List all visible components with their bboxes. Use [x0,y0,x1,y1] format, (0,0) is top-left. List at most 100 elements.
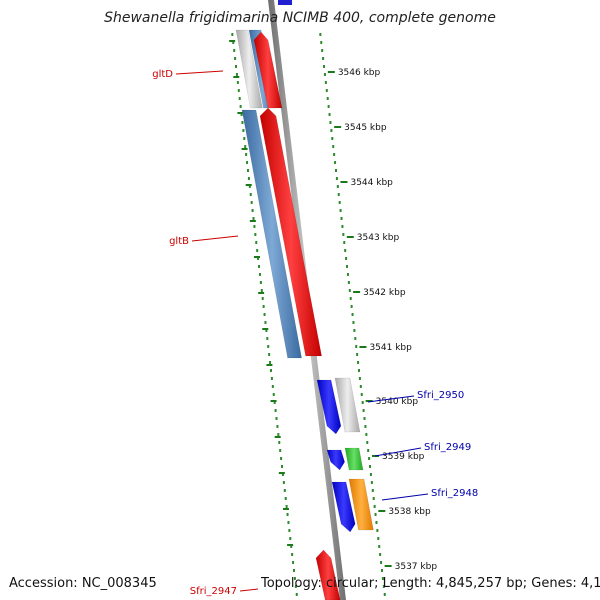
dot-mark [332,145,335,148]
gene-label-gltd[interactable]: gltD [152,69,173,80]
dot-mark [290,545,293,548]
dot-mark [344,249,347,252]
dot-mark [291,553,294,556]
dot-mark [249,193,252,196]
scale-tick [384,565,392,567]
dot-mark [242,129,245,132]
dot-mark [371,489,374,492]
dot-mark [339,209,342,212]
dot-mark [269,361,272,364]
gene-gltd-grey[interactable] [235,29,263,109]
dot-mark [370,481,373,484]
gene-red-lower[interactable] [259,107,322,357]
dot-mark [372,497,375,500]
dot-mark [338,201,341,204]
scale-tick-label: 3538 kbp [388,507,431,517]
dot-mark [336,185,339,188]
dot-mark [352,321,355,324]
dot-mark [277,433,280,436]
dot-mark [275,417,278,420]
scale-tick-label: 3540 kbp [376,397,419,407]
dot-mark [295,593,298,596]
dot-mark [248,185,251,188]
gene-labels: gltD gltB Sfri_2950 Sfri_2949 Sfri_2948 Sfri_… [152,69,478,597]
label-leader-line [381,493,429,501]
topology-text: Topology: circular; Length: 4,845,257 bp… [260,576,600,591]
gene-label-sfri-2948[interactable]: Sfri_2948 [431,488,478,499]
minor-tick [233,76,240,78]
scale-tick [327,71,335,73]
gene-sfri-2949-blue[interactable] [326,449,345,471]
scale-tick-label: 3541 kbp [369,343,412,353]
dot-mark [289,537,292,540]
dot-mark [256,249,259,252]
dot-mark [263,313,266,316]
dot-mark [343,241,346,244]
label-leader-line [239,588,259,592]
accession-text: Accession: NC_008345 [9,576,157,591]
scale-tick-label: 3539 kbp [382,452,425,462]
dot-mark [368,457,371,460]
dot-mark [321,49,324,52]
dot-mark [358,377,361,380]
dot-mark [247,177,250,180]
scale-tick-label: 3544 kbp [350,178,393,188]
dot-mark [261,297,264,300]
dot-mark [245,153,248,156]
dot-mark [246,161,249,164]
scale-tick-label: 3545 kbp [344,123,387,133]
scale-tick-label: 3543 kbp [357,233,400,243]
dot-mark [246,169,249,172]
gene-sfri-2950-grey[interactable] [334,377,361,433]
dot-mark [364,425,367,428]
dot-mark [324,81,327,84]
dot-mark [350,305,353,308]
gene-gltb[interactable] [241,109,302,359]
scale-tick [346,236,354,238]
dot-mark [235,73,238,76]
dot-mark [274,409,277,412]
dot-mark [365,433,368,436]
gene-sfri-2948-orange[interactable] [348,478,374,531]
dot-mark [383,593,386,596]
dot-mark [258,265,261,268]
dot-mark [271,385,274,388]
dot-mark [329,121,332,124]
scale-tick [353,291,361,293]
dot-mark [354,337,357,340]
dot-mark [257,257,260,260]
dot-mark [240,113,243,116]
gene-label-sfri-2947[interactable]: Sfri_2947 [190,586,237,597]
gene-label-sfri-2950[interactable]: Sfri_2950 [417,390,464,401]
dot-mark [231,33,234,36]
dot-mark [253,225,256,228]
gene-sfri-2948-blue[interactable] [331,481,356,533]
dot-mark [346,273,349,276]
gene-sfri-2947[interactable] [315,549,341,600]
dot-mark [265,329,268,332]
dot-mark [361,401,364,404]
minor-tick [266,364,273,366]
dot-mark [340,217,343,220]
gene-red-upper[interactable] [253,31,283,109]
dot-mark [233,49,236,52]
dot-mark [255,241,258,244]
gene-label-sfri-2949[interactable]: Sfri_2949 [424,442,471,453]
dot-mark [292,569,295,572]
gene-label-gltb[interactable]: gltB [169,236,189,247]
dot-mark [335,177,338,180]
dot-mark [294,585,297,588]
dot-mark [284,497,287,500]
dot-mark [281,473,284,476]
scale-tick-label: 3542 kbp [363,288,406,298]
dot-mark [268,353,271,356]
minor-tick [278,472,285,474]
dot-mark [234,57,237,60]
dot-mark [235,65,238,68]
dot-mark [285,505,288,508]
gene-sfri-2950-blue[interactable] [316,379,342,435]
dot-mark [251,209,254,212]
gene-sfri-2949-green[interactable] [344,447,364,471]
dot-mark [258,273,261,276]
dot-mark [380,561,383,564]
